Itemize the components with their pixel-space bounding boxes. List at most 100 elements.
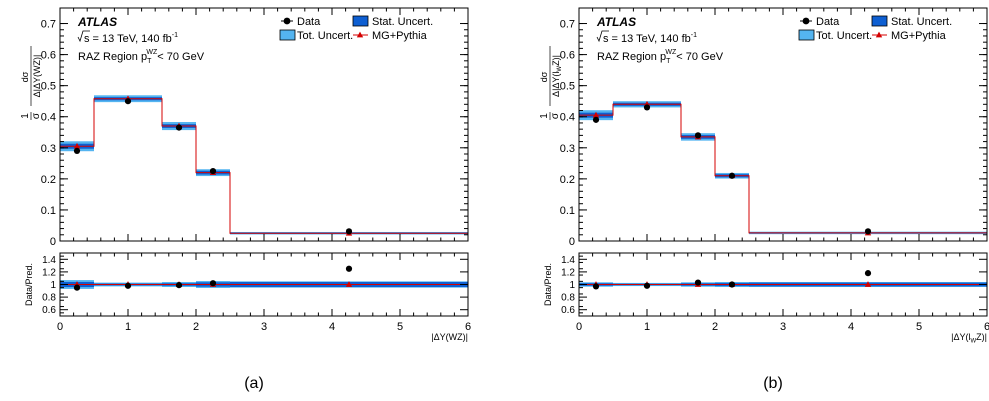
- data-point: [694, 132, 702, 139]
- ratio-y-tick-label: 1.2: [42, 267, 56, 278]
- prediction-line: [60, 98, 468, 234]
- y-axis-label: 1 σ dσ Δ|ΔY(WZ)|: [20, 46, 42, 120]
- ratio-pad: [578, 252, 988, 317]
- y-tick-label: 0.6: [560, 50, 575, 62]
- prediction-marker: [592, 111, 600, 118]
- data-point: [209, 168, 217, 175]
- data-point: [175, 282, 183, 289]
- legend-stat-swatch: [871, 15, 888, 27]
- x-tick-label: 3: [780, 321, 786, 333]
- region-label: RAZ Region pTWZ< 70 GeV: [78, 49, 205, 65]
- y-label-one: 1: [539, 113, 550, 119]
- legend-tot-swatch: [798, 29, 815, 41]
- data-point: [345, 265, 353, 272]
- data-point: [124, 282, 132, 289]
- y-tick-label: 0.7: [41, 19, 56, 31]
- y-tick-label: 0: [50, 236, 56, 248]
- prediction-marker: [345, 281, 353, 287]
- data-point: [209, 280, 217, 287]
- data-point: [124, 98, 132, 105]
- x-tick-label: 1: [125, 321, 131, 333]
- ratio-y-tick-label: 0.6: [42, 305, 56, 316]
- ratio-y-tick-label: 1.4: [42, 255, 56, 266]
- legend-tot-label: Tot. Uncert.: [297, 30, 353, 42]
- ratio-y-axis-label: Data/Pred.: [543, 263, 553, 306]
- legend-mc-label: MG+Pythia: [891, 30, 947, 42]
- main-pad: [578, 7, 988, 242]
- data-point: [345, 228, 353, 235]
- legend: Data Stat. Uncert. Tot. Uncert. MG+Pythia: [798, 15, 952, 42]
- y-label-denominator: Δ|ΔY(lWZ)|: [551, 55, 563, 97]
- legend-stat-label: Stat. Uncert.: [372, 16, 433, 28]
- main-pad: [59, 7, 469, 242]
- x-tick-label: 5: [916, 321, 922, 333]
- ratio-y-tick-label: 0.8: [561, 293, 575, 304]
- x-axis-label: |ΔY(lWZ)|: [951, 332, 987, 345]
- y-tick-label: 0.2: [560, 174, 575, 186]
- y-label-dsigma: dσ: [539, 71, 549, 82]
- y-axis-label: 1 σ dσ Δ|ΔY(lWZ)|: [539, 46, 563, 120]
- panel-b: 00.10.20.30.40.50.60.70.60.811.21.40 1 2 3 4…: [539, 7, 989, 392]
- x-tick-label: 2: [193, 321, 199, 333]
- y-tick-label: 0.1: [41, 205, 56, 217]
- ratio-y-tick-label: 1: [50, 280, 56, 291]
- energy-label: s = 13 TeV, 140 fb-1: [84, 32, 178, 45]
- y-tick-label: 0.1: [560, 205, 575, 217]
- y-tick-label: 0.3: [560, 143, 575, 155]
- panel-a: 00.10.20.30.40.50.60.70.60.811.21.40 1 2 3 4…: [20, 7, 471, 392]
- data-point: [864, 228, 872, 235]
- data-point: [592, 283, 600, 290]
- data-point: [592, 116, 600, 123]
- data-point: [643, 104, 651, 111]
- ratio-y-axis-label: Data/Pred.: [24, 263, 34, 306]
- data-point: [728, 172, 736, 179]
- data-point: [694, 279, 702, 286]
- legend-mc-marker: [875, 31, 883, 38]
- x-tick-label: 1: [644, 321, 650, 333]
- data-point: [864, 270, 872, 277]
- x-tick-label: 4: [848, 321, 854, 333]
- ratio-pad: [59, 252, 469, 317]
- x-tick-label: 2: [712, 321, 718, 333]
- x-tick-label: 4: [329, 321, 335, 333]
- y-tick-label: 0.6: [41, 50, 56, 62]
- data-point: [643, 282, 651, 289]
- panel-caption: (a): [244, 375, 264, 392]
- x-tick-label: 6: [465, 321, 471, 333]
- y-tick-label: 0.5: [41, 81, 56, 93]
- x-axis-label: |ΔY(WZ)|: [431, 332, 468, 342]
- ratio-y-tick-label: 1: [569, 280, 575, 291]
- legend-mc-marker: [356, 31, 364, 38]
- y-tick-label: 0.4: [560, 112, 575, 124]
- y-label-sigma: σ: [31, 112, 42, 119]
- prediction-marker: [864, 281, 872, 287]
- y-label-dsigma: dσ: [20, 71, 30, 82]
- energy-label: s = 13 TeV, 140 fb-1: [603, 32, 697, 45]
- x-tick-label: 5: [397, 321, 403, 333]
- data-point: [728, 281, 736, 288]
- prediction-line: [579, 103, 987, 234]
- y-tick-label: 0.4: [41, 112, 56, 124]
- x-tick-label: 0: [576, 321, 582, 333]
- data-point: [73, 147, 81, 155]
- legend: Data Stat. Uncert. Tot. Uncert. MG+Pythia: [279, 15, 433, 42]
- ratio-y-tick-label: 1.2: [561, 267, 575, 278]
- prediction-marker: [73, 142, 81, 149]
- legend-tot-label: Tot. Uncert.: [816, 30, 872, 42]
- legend-tot-swatch: [279, 29, 296, 41]
- y-tick-label: 0: [569, 236, 575, 248]
- region-label: RAZ Region pTWZ< 70 GeV: [597, 49, 724, 65]
- atlas-label: ATLAS: [596, 15, 636, 29]
- ratio-y-tick-label: 0.6: [561, 305, 575, 316]
- atlas-label: ATLAS: [77, 15, 117, 29]
- legend-mc-label: MG+Pythia: [372, 30, 428, 42]
- x-tick-label: 3: [261, 321, 267, 333]
- sqrt-icon: [596, 30, 609, 43]
- y-label-sigma: σ: [550, 112, 561, 119]
- y-tick-label: 0.2: [41, 174, 56, 186]
- data-point: [175, 124, 183, 131]
- y-label-denominator: Δ|ΔY(WZ)|: [32, 55, 42, 98]
- legend-stat-swatch: [352, 15, 369, 27]
- panel-caption: (b): [763, 375, 783, 392]
